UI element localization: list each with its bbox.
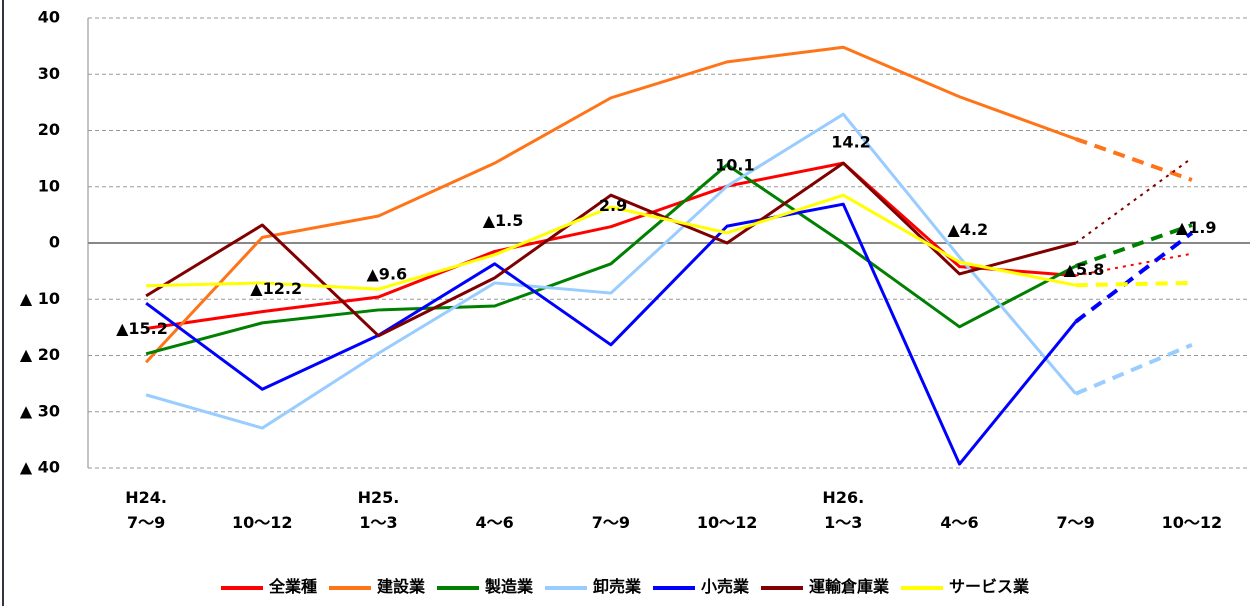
y-tick-label: 10 [38,176,60,195]
legend-label: 全業種 [268,577,317,596]
legend-item: 卸売業 [544,573,641,597]
projected-line [1075,280,1192,288]
data-label: ▲9.6 [367,265,408,284]
legend-swatch [220,585,263,590]
projected-line [1075,137,1193,182]
legend-swatch [328,585,371,590]
legend-label: 小売業 [701,577,750,596]
data-label: ▲12.2 [250,279,302,298]
legend-swatch [761,585,804,590]
x-tick-label: 4〜6 [940,513,979,532]
x-tick-label: 10〜12 [232,513,293,532]
legend-swatch [544,585,587,590]
legend-swatch [653,585,695,590]
x-tick-label: H26. 1〜3 [822,488,865,532]
legend-label: 製造業 [484,577,533,596]
series-line [145,161,1077,338]
projected-line [1074,231,1194,324]
data-label: ▲4.2 [948,220,989,239]
projected-line [1074,342,1193,396]
legend-swatch [436,585,479,590]
series-line [145,45,1077,364]
legend-label: 卸売業 [592,577,641,596]
legend-label: サービス業 [949,577,1030,596]
series-line [145,202,1077,466]
series-line [145,161,1076,330]
legend-item: 製造業 [436,573,533,597]
y-tick-label: 30 [38,64,60,83]
data-label: ▲1.5 [483,211,524,230]
legend-label: 建設業 [376,577,425,596]
y-tick-label: ▲ 30 [20,401,60,420]
series-line [146,193,1076,291]
y-tick-label: 20 [38,120,60,139]
projected-line [1075,252,1193,277]
x-tick-label: 4〜6 [475,513,514,532]
data-label: 2.9 [599,196,627,215]
legend: 全業種 建設業 製造業 卸売業 小売業 運輸倉庫業 サービス業 [0,573,1250,597]
x-tick-label: 7〜9 [591,513,631,532]
legend-swatch [901,585,944,590]
series-line [145,112,1077,430]
x-tick-label: 10〜12 [1161,513,1223,532]
y-tick-label: ▲ 10 [20,289,60,308]
y-tick-label: ▲ 20 [20,345,60,364]
x-tick-label: 7〜9 [1056,513,1095,532]
legend-item: 運輸倉庫業 [761,573,889,597]
legend-item: サービス業 [901,573,1029,597]
data-label: ▲1.9 [1176,218,1217,237]
data-label: ▲15.2 [116,319,168,338]
legend-label: 運輸倉庫業 [809,577,890,596]
data-label: ▲5.8 [1064,260,1105,279]
x-tick-label: 10〜12 [696,513,758,532]
y-tick-label: ▲ 40 [20,458,60,477]
projected-line [1075,223,1193,268]
legend-item: 全業種 [220,573,317,597]
x-tick-label: H25. 1〜3 [357,488,400,532]
legend-item: 建設業 [328,573,425,597]
series-line [145,163,1077,356]
x-tick-label: H24. 7〜9 [125,488,167,532]
y-tick-label: 0 [49,233,60,252]
y-tick-label: 40 [38,8,60,27]
data-label: 10.1 [715,156,754,175]
data-label: 14.2 [831,133,870,152]
legend-item: 小売業 [653,573,749,597]
